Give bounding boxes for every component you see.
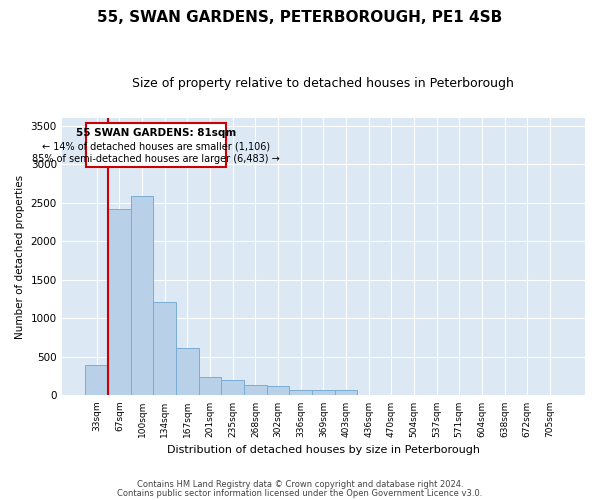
Bar <box>266 386 289 396</box>
Bar <box>244 386 266 396</box>
Bar <box>154 302 176 396</box>
Text: Contains public sector information licensed under the Open Government Licence v3: Contains public sector information licen… <box>118 490 482 498</box>
Bar <box>85 366 108 396</box>
Text: 85% of semi-detached houses are larger (6,483) →: 85% of semi-detached houses are larger (… <box>32 154 280 164</box>
Bar <box>131 196 154 396</box>
Y-axis label: Number of detached properties: Number of detached properties <box>15 174 25 339</box>
Bar <box>108 209 131 396</box>
Bar <box>312 390 335 396</box>
Text: ← 14% of detached houses are smaller (1,106): ← 14% of detached houses are smaller (1,… <box>42 142 270 152</box>
Text: 55, SWAN GARDENS, PETERBOROUGH, PE1 4SB: 55, SWAN GARDENS, PETERBOROUGH, PE1 4SB <box>97 10 503 25</box>
Text: Contains HM Land Registry data © Crown copyright and database right 2024.: Contains HM Land Registry data © Crown c… <box>137 480 463 489</box>
Text: 55 SWAN GARDENS: 81sqm: 55 SWAN GARDENS: 81sqm <box>76 128 236 138</box>
FancyBboxPatch shape <box>86 122 226 168</box>
Bar <box>176 348 199 396</box>
X-axis label: Distribution of detached houses by size in Peterborough: Distribution of detached houses by size … <box>167 445 480 455</box>
Bar <box>335 390 358 396</box>
Title: Size of property relative to detached houses in Peterborough: Size of property relative to detached ho… <box>133 78 514 90</box>
Bar <box>221 380 244 396</box>
Bar <box>289 390 312 396</box>
Bar <box>199 378 221 396</box>
